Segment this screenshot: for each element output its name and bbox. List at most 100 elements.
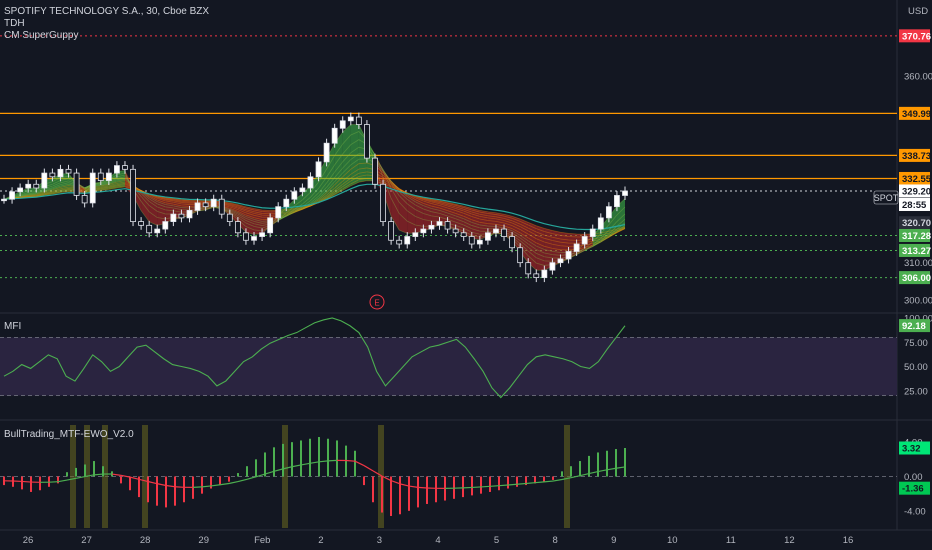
candle-body bbox=[315, 161, 322, 178]
candle-body bbox=[549, 262, 556, 271]
ewo-signal-line bbox=[57, 479, 68, 483]
candle-body bbox=[186, 209, 193, 219]
guppy-ribbon-segment bbox=[391, 180, 400, 231]
ewo-signal-line bbox=[381, 475, 392, 482]
candle-body bbox=[218, 198, 225, 215]
time-axis-tick: Feb bbox=[254, 535, 270, 546]
candle-body bbox=[541, 269, 548, 278]
ewo-signal-line bbox=[21, 480, 32, 483]
guppy-ribbon-segment bbox=[20, 188, 29, 199]
candle-body bbox=[9, 191, 15, 200]
time-axis-tick: 26 bbox=[23, 535, 34, 546]
guppy-ribbon-segment bbox=[528, 222, 537, 271]
ewo-signal-line bbox=[255, 473, 266, 478]
ewo-signal-line bbox=[327, 459, 338, 462]
ewo-signal-line bbox=[129, 476, 140, 480]
ewo-signal-line bbox=[165, 484, 176, 488]
indicator-label-tdh: TDH bbox=[4, 18, 25, 29]
ewo-signal-line bbox=[372, 470, 383, 477]
ewo-signal-line bbox=[390, 480, 401, 485]
candle-body bbox=[412, 232, 419, 237]
ewo-signal-line bbox=[75, 475, 86, 479]
guppy-ribbon-segment bbox=[431, 199, 440, 229]
price-label-tag bbox=[899, 29, 930, 43]
candle-body bbox=[517, 247, 524, 264]
guppy-ribbon-segment bbox=[342, 124, 351, 191]
candle-body bbox=[33, 183, 40, 189]
ewo-signal-column bbox=[142, 425, 148, 528]
guppy-ribbon-segment bbox=[407, 192, 416, 234]
candle-body bbox=[1, 198, 7, 202]
mfi-axis-tick: 75.00 bbox=[904, 338, 928, 349]
ewo-signal-line bbox=[525, 482, 536, 485]
ticker-tag bbox=[873, 190, 899, 205]
ewo-signal-line bbox=[174, 486, 185, 488]
ewo-signal-line bbox=[282, 466, 293, 470]
ewo-signal-line bbox=[570, 475, 581, 479]
guppy-ma-line bbox=[3, 158, 626, 253]
ewo-signal-line bbox=[615, 466, 626, 469]
candle-body bbox=[452, 228, 459, 234]
ewo-signal-line bbox=[219, 482, 230, 486]
ewo-signal-line bbox=[84, 474, 95, 478]
candle-body bbox=[307, 176, 314, 189]
ewo-signal-line bbox=[300, 462, 311, 466]
earnings-marker-icon[interactable] bbox=[369, 294, 385, 310]
candle-body bbox=[347, 116, 354, 122]
candle-body bbox=[299, 187, 306, 193]
ewo-signal-column bbox=[282, 425, 288, 528]
guppy-ribbon-segment bbox=[286, 199, 295, 217]
candle-body bbox=[501, 228, 507, 237]
ewo-signal-line bbox=[210, 484, 221, 487]
countdown-tag bbox=[899, 197, 930, 211]
guppy-ma-line bbox=[3, 153, 626, 256]
candle-body bbox=[509, 236, 515, 249]
guppy-ribbon-segment bbox=[608, 206, 617, 238]
time-axis-tick: 12 bbox=[784, 535, 795, 546]
price-axis-tick: 310.00 bbox=[904, 258, 932, 269]
ewo-signal-line bbox=[309, 461, 320, 464]
guppy-ribbon-segment bbox=[334, 132, 343, 195]
guppy-ribbon-segment bbox=[52, 174, 61, 195]
price-label-text: 338.73 bbox=[902, 151, 931, 162]
mfi-pane[interactable] bbox=[0, 317, 897, 399]
last-price-text: 329.20 bbox=[902, 186, 931, 197]
ewo-signal-line bbox=[588, 470, 599, 475]
candle-body bbox=[323, 142, 330, 163]
ewo-signal-line bbox=[147, 480, 158, 485]
price-label-tag bbox=[899, 228, 930, 242]
price-pane[interactable] bbox=[0, 35, 897, 283]
countdown-text: 28:55 bbox=[902, 200, 927, 211]
candle-body bbox=[226, 213, 233, 222]
ewo-signal-line bbox=[354, 460, 365, 467]
ewo-signal-line bbox=[498, 484, 509, 487]
candle-body bbox=[493, 228, 499, 234]
time-axis-tick: 28 bbox=[140, 535, 151, 546]
ewo-signal-line bbox=[480, 485, 491, 488]
mfi-value-tag bbox=[899, 319, 930, 333]
time-axis-tick: 29 bbox=[198, 535, 209, 546]
candle-body bbox=[557, 258, 564, 264]
candle-body bbox=[339, 120, 346, 129]
candle-body bbox=[81, 195, 88, 204]
guppy-ribbon-segment bbox=[173, 198, 182, 219]
candle-body bbox=[605, 206, 612, 219]
price-axis-tick: 360.00 bbox=[904, 72, 932, 83]
candle-body bbox=[234, 221, 241, 234]
mfi-axis-tick: 25.00 bbox=[904, 386, 928, 397]
guppy-ribbon-segment bbox=[157, 195, 166, 226]
ewo-signal-line bbox=[66, 477, 77, 481]
candle-body bbox=[138, 221, 145, 226]
candle-body bbox=[444, 221, 451, 230]
guppy-ribbon-segment bbox=[116, 170, 125, 189]
ewo-signal-line bbox=[507, 483, 518, 486]
candle-body bbox=[364, 124, 370, 159]
ewo-pane[interactable] bbox=[0, 425, 897, 528]
ewo-signal-line bbox=[399, 483, 410, 487]
candle-body bbox=[114, 165, 120, 174]
price-label-tag bbox=[899, 216, 930, 230]
guppy-ma-line bbox=[3, 177, 626, 238]
guppy-ribbon-segment bbox=[439, 200, 448, 227]
time-axis-tick: 4 bbox=[435, 535, 440, 546]
